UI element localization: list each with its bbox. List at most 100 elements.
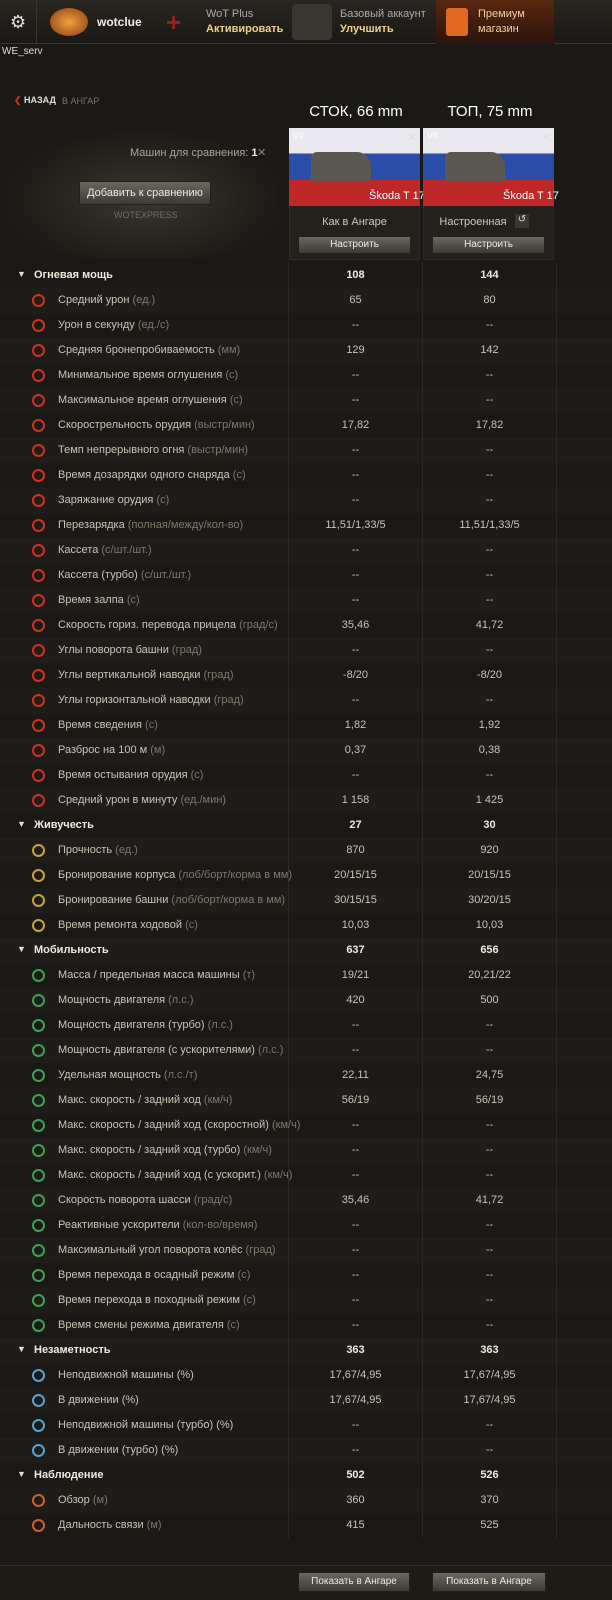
expand-arrow[interactable]: ▼	[17, 819, 26, 829]
settings-icon[interactable]: ⚙	[10, 12, 27, 32]
username[interactable]: wotclue	[97, 15, 142, 29]
stat-icon	[32, 1094, 45, 1107]
stat-name: Мощность двигателя	[58, 994, 166, 1006]
stat-unit: (ед./мин)	[180, 794, 226, 806]
stat-name: Прочность	[58, 844, 113, 856]
section-title[interactable]: Огневая мощь	[34, 269, 113, 281]
column-divider	[422, 988, 423, 1013]
stat-icon	[32, 1269, 45, 1282]
stats-row: Макс. скорость / задний ход (турбо) (км/…	[0, 1138, 612, 1163]
add-compare-button[interactable]: Добавить к сравнению	[79, 181, 211, 205]
column-divider	[556, 763, 557, 788]
stat-unit: (ед.)	[115, 844, 138, 856]
section-title[interactable]: Незаметность	[34, 1344, 111, 1356]
back-button[interactable]: ❮ НАЗАД	[14, 95, 56, 105]
section-title[interactable]: Мобильность	[34, 944, 109, 956]
stat-icon	[32, 744, 45, 757]
stat-value: 1 158	[341, 794, 370, 806]
stat-unit: (с)	[237, 1269, 251, 1281]
column-divider	[556, 563, 557, 588]
back-target: В АНГАР	[62, 96, 100, 106]
expand-arrow[interactable]: ▼	[17, 269, 26, 279]
column-divider	[422, 538, 423, 563]
show-hangar-button[interactable]: Показать в Ангаре	[432, 1572, 546, 1592]
configure-button[interactable]: Настроить	[298, 236, 411, 254]
stat-value: 56/19	[341, 1094, 370, 1106]
stat-name: Мощность двигателя (с ускорителями)	[58, 1044, 255, 1056]
stat-value: 11,51/1,33/5	[459, 519, 520, 531]
stat-label: Мощность двигателя (л.с.)	[58, 994, 194, 1006]
stat-name: Скорость гориз. перевода прицела	[58, 619, 237, 631]
stat-unit: (град)	[213, 694, 244, 706]
column-divider	[288, 463, 289, 488]
stat-value: --	[485, 769, 494, 781]
stat-value: --	[485, 369, 494, 381]
stat-label: Время ремонта ходовой (с)	[58, 919, 198, 931]
account-action[interactable]: Улучшить	[340, 23, 394, 35]
shop-subtitle[interactable]: магазин	[478, 23, 519, 35]
column-divider	[422, 663, 423, 688]
stat-value: --	[485, 1294, 494, 1306]
stat-unit: (полная/между/кол-во)	[127, 519, 244, 531]
stat-name: Углы горизонтальной наводки	[58, 694, 211, 706]
stat-icon	[32, 444, 45, 457]
section-title[interactable]: Живучесть	[34, 819, 94, 831]
stat-label: Максимальный угол поворота колёс (град)	[58, 1244, 276, 1256]
expand-arrow[interactable]: ▼	[17, 1344, 26, 1354]
stat-name: Углы вертикальной наводки	[58, 669, 201, 681]
clear-button[interactable]: ✕	[257, 147, 267, 159]
stat-unit: (м)	[150, 744, 166, 756]
stat-label: Средняя бронепробиваемость (мм)	[58, 344, 240, 356]
shop-title[interactable]: Премиум	[478, 8, 525, 20]
stat-value: 500	[480, 994, 499, 1006]
account-title[interactable]: Базовый аккаунт	[340, 8, 426, 20]
plus-title[interactable]: WoT Plus	[206, 8, 254, 20]
stat-unit: (с)	[232, 469, 246, 481]
stat-name: Максимальный угол поворота колёс	[58, 1244, 243, 1256]
column-divider	[288, 338, 289, 363]
stat-value: --	[351, 1219, 360, 1231]
column-divider	[288, 388, 289, 413]
stat-value: 35,46	[341, 1194, 370, 1206]
show-hangar-button[interactable]: Показать в Ангаре	[298, 1572, 410, 1592]
stat-name: Время смены режима двигателя	[58, 1319, 224, 1331]
expand-arrow[interactable]: ▼	[17, 1469, 26, 1479]
stat-label: Средний урон (ед.)	[58, 294, 155, 306]
stats-row: Углы поворота башни (град) -- --	[0, 638, 612, 663]
configure-button[interactable]: Настроить	[432, 236, 545, 254]
stats-table: ▼ Огневая мощь 108 144 Средний урон (ед.) 65 8…	[0, 263, 612, 1538]
stat-icon	[32, 319, 45, 332]
column-divider	[288, 738, 289, 763]
column-divider	[422, 1038, 423, 1063]
remove-button[interactable]: ✕	[541, 132, 551, 144]
stats-row: Перезарядка (полная/между/кол-во) 11,51/1…	[0, 513, 612, 538]
stat-name: Макс. скорость / задний ход	[58, 1094, 201, 1106]
back-label[interactable]: НАЗАД	[24, 95, 56, 105]
stats-row: Скорость гориз. перевода прицела (град/с…	[0, 613, 612, 638]
expand-arrow[interactable]: ▼	[17, 944, 26, 954]
column-divider	[288, 663, 289, 688]
plus-action[interactable]: Активировать	[206, 23, 284, 35]
column-divider	[288, 963, 289, 988]
stat-label: Дальность связи (м)	[58, 1519, 162, 1531]
stat-icon	[32, 494, 45, 507]
stat-unit: (км/ч)	[203, 1094, 233, 1106]
remove-button[interactable]: ✕	[407, 132, 417, 144]
reset-icon[interactable]: ↺	[515, 214, 529, 228]
stat-value: 20/15/15	[334, 869, 377, 881]
column-divider	[556, 938, 557, 963]
stat-unit: (т)	[242, 969, 256, 981]
stat-value: --	[351, 1269, 360, 1281]
stat-value: 1 425	[475, 794, 504, 806]
stats-row: ▼ Наблюдение 502 526	[0, 1463, 612, 1488]
stat-icon	[32, 719, 45, 732]
stat-icon	[32, 894, 45, 907]
section-title[interactable]: Наблюдение	[34, 1469, 104, 1481]
stat-value: 30/15/15	[334, 894, 377, 906]
column-divider	[422, 688, 423, 713]
column-divider	[288, 263, 289, 288]
stat-value: --	[351, 1144, 360, 1156]
stat-label: Время перехода в осадный режим (с)	[58, 1269, 250, 1281]
stat-name: Максимальное время оглушения	[58, 394, 227, 406]
stat-icon	[32, 969, 45, 982]
